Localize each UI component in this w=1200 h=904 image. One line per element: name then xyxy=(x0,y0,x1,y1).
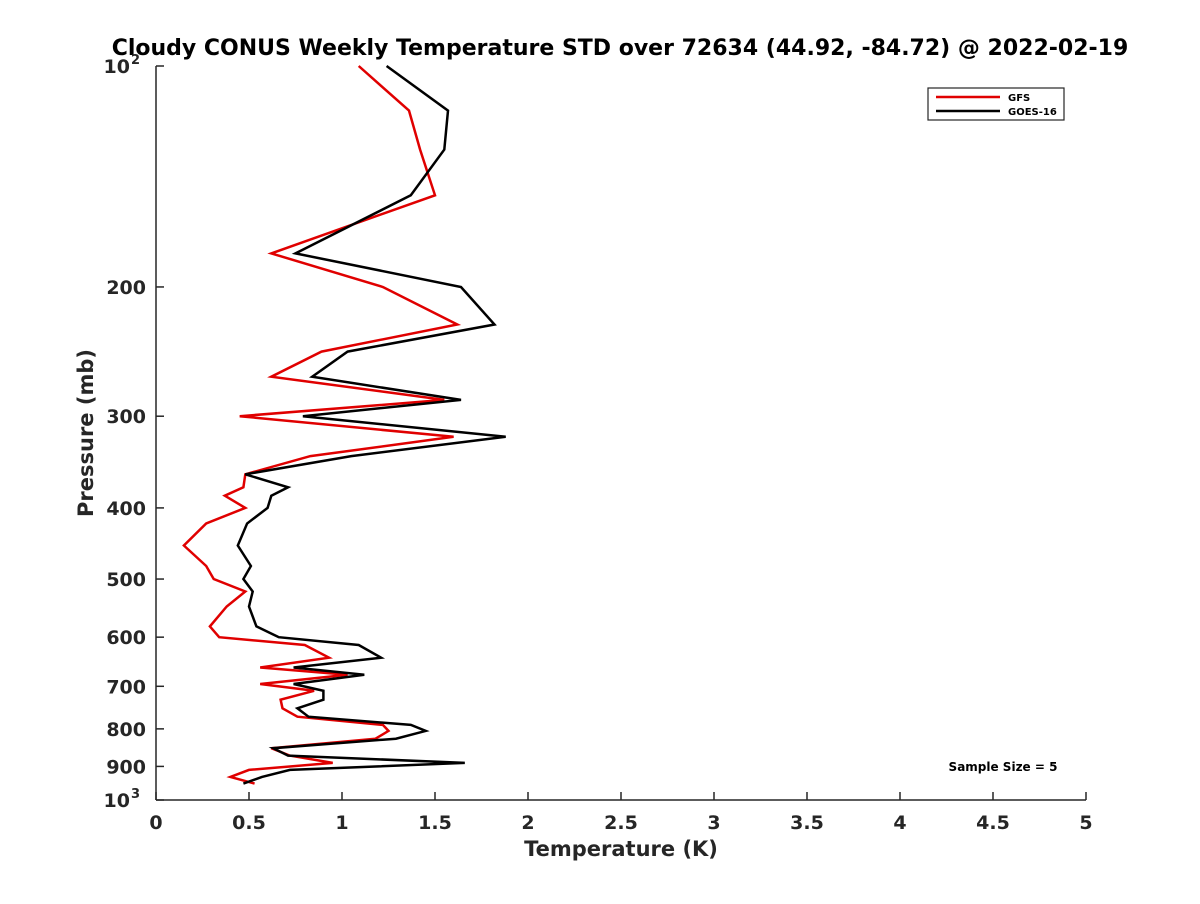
y-tick-label: 300 xyxy=(106,406,146,428)
y-tick-label: 800 xyxy=(106,719,146,741)
y-axis-label: Pressure (mb) xyxy=(74,349,98,517)
y-tick-label-exponent: 3 xyxy=(131,787,140,802)
y-tick-label: 400 xyxy=(106,498,146,520)
y-tick-label-power: 10 xyxy=(104,790,130,812)
x-axis-label: Temperature (K) xyxy=(524,837,718,861)
sample-size-annotation: Sample Size = 5 xyxy=(949,760,1058,774)
x-ticks: 0 0.5 1 1.5 2 2.5 3 3.5 4 4.5 5 xyxy=(149,792,1093,834)
series-lines xyxy=(182,64,506,785)
y-tick-label: 600 xyxy=(106,627,146,649)
x-tick-label: 0 xyxy=(149,812,162,834)
x-tick-label: 1 xyxy=(335,812,348,834)
y-tick-label: 700 xyxy=(106,676,146,698)
y-tick-label-exponent: 2 xyxy=(131,53,140,68)
x-tick-label: 0.5 xyxy=(232,812,266,834)
legend: GFS GOES-16 xyxy=(927,87,1065,121)
x-tick-label: 4.5 xyxy=(976,812,1010,834)
x-tick-label: 4 xyxy=(893,812,906,834)
legend-label: GFS xyxy=(1008,93,1030,104)
legend-items: GFS GOES-16 xyxy=(936,93,1057,118)
x-tick-label: 3.5 xyxy=(790,812,824,834)
legend-label: GOES-16 xyxy=(1008,107,1057,118)
x-tick-label: 2.5 xyxy=(604,812,638,834)
y-tick-label: 500 xyxy=(106,569,146,591)
y-tick-label: 900 xyxy=(106,756,146,778)
chart-title: Cloudy CONUS Weekly Temperature STD over… xyxy=(112,36,1129,61)
series-line-gfs xyxy=(182,65,462,785)
legend-box xyxy=(927,87,1065,121)
x-tick-label: 5 xyxy=(1079,812,1092,834)
x-tick-label: 2 xyxy=(521,812,534,834)
y-tick-label-power: 10 xyxy=(104,56,130,78)
x-tick-label: 1.5 xyxy=(418,812,452,834)
y-tick-label: 200 xyxy=(106,277,146,299)
series-line-goes-16 xyxy=(236,64,506,785)
plot-area: 0 0.5 1 1.5 2 2.5 3 3.5 4 4.5 5 200 300 400 500 600 700… xyxy=(104,53,1093,834)
x-tick-label: 3 xyxy=(707,812,720,834)
